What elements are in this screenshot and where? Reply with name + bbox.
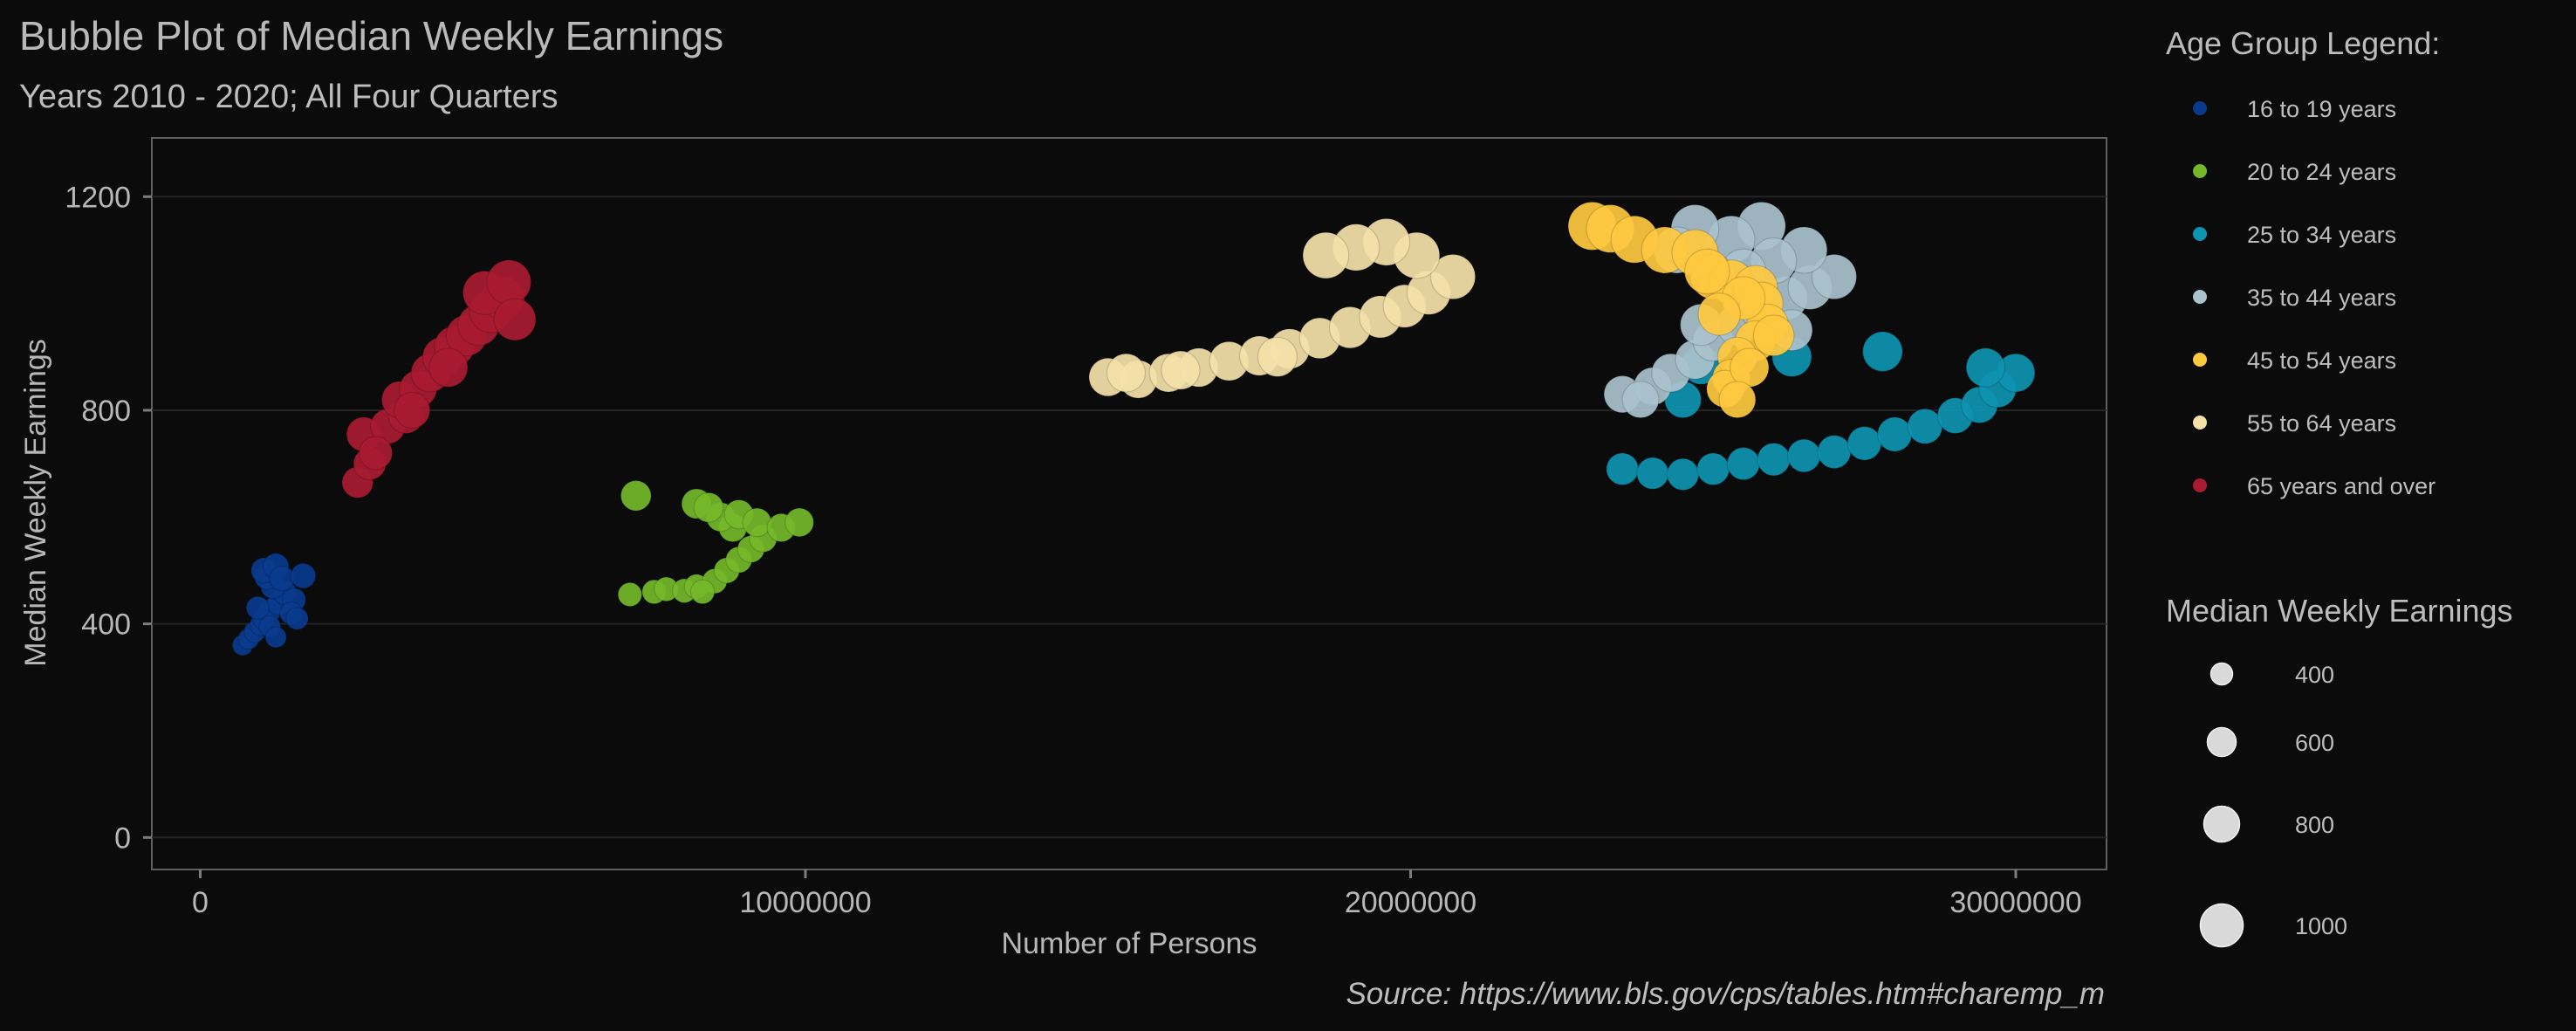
- bubble-point: [245, 595, 271, 620]
- bubble-point: [1257, 336, 1298, 377]
- bubble-point: [486, 259, 532, 306]
- size-legend-bubble: [2209, 662, 2234, 686]
- bubble-point: [1811, 253, 1858, 300]
- bubble-point: [1718, 381, 1757, 419]
- bubble-point: [1621, 381, 1660, 419]
- bubble-point: [1846, 426, 1882, 461]
- bubble-point: [1606, 452, 1640, 486]
- legend-marker: [2193, 478, 2207, 492]
- bubble-point: [742, 507, 772, 538]
- bubble-point: [1636, 457, 1669, 490]
- chart-title: Bubble Plot of Median Weekly Earnings: [19, 13, 723, 58]
- legend-label: 45 to 54 years: [2247, 347, 2396, 374]
- size-legend-items: 400 600 800 1000: [2199, 662, 2347, 948]
- legend-marker: [2193, 101, 2207, 115]
- size-legend-bubble: [2206, 726, 2237, 758]
- x-axis-label: Number of Persons: [1002, 927, 1257, 960]
- bubble-point: [1877, 416, 1913, 452]
- plot-area: 0 10000000 20000000 30000000 0 400 800 1200: [65, 137, 2107, 919]
- legend-label: 20 to 24 years: [2247, 159, 2396, 185]
- size-legend-label: 1000: [2295, 913, 2347, 939]
- bubble-point: [620, 479, 652, 512]
- x-tick-label: 0: [192, 886, 209, 919]
- legend-label: 16 to 19 years: [2247, 96, 2396, 122]
- bubble-point: [1429, 253, 1476, 300]
- legend-marker: [2193, 290, 2207, 304]
- legend-label: 35 to 44 years: [2247, 285, 2396, 311]
- bubble-point: [1106, 353, 1147, 393]
- bubble-point: [493, 298, 537, 341]
- bubble-point: [617, 581, 643, 608]
- x-tick-label: 30000000: [1949, 886, 2081, 919]
- y-tick-label: 0: [114, 821, 131, 855]
- legend-label: 25 to 34 years: [2247, 222, 2396, 248]
- bubble-point: [1302, 231, 1350, 279]
- size-legend-title: Median Weekly Earnings: [2166, 593, 2513, 629]
- x-tick-label: 20000000: [1345, 886, 1476, 919]
- legend-marker: [2193, 416, 2207, 430]
- bubble-point: [290, 562, 317, 589]
- bubble-layer: [231, 201, 2036, 656]
- y-tick-label: 800: [81, 395, 131, 428]
- legend-marker: [2193, 164, 2207, 178]
- legend-items: 16 to 19 years 20 to 24 years 25 to 34 yea…: [2193, 96, 2436, 499]
- legend-label: 65 years and over: [2247, 473, 2436, 499]
- y-tick-label: 1200: [65, 181, 131, 214]
- bubble-point: [689, 579, 716, 605]
- grid-lines: [152, 196, 2107, 839]
- bubble-point: [1697, 292, 1741, 336]
- legend-title: Age Group Legend:: [2166, 25, 2440, 61]
- bubble-point: [693, 491, 724, 523]
- legend-marker: [2193, 227, 2207, 241]
- bubble-point: [1666, 457, 1700, 491]
- bubble-point: [1817, 435, 1852, 470]
- chart-subtitle: Years 2010 - 2020; All Four Quarters: [19, 79, 558, 115]
- y-axis-label: Median Weekly Earnings: [19, 339, 52, 666]
- age-group-legend: Age Group Legend: 16 to 19 years 20 to 24…: [2166, 25, 2440, 499]
- bubble-point: [1726, 447, 1761, 481]
- size-legend-label: 600: [2295, 730, 2334, 756]
- bubble-point: [1161, 350, 1201, 390]
- size-legend: Median Weekly Earnings 400 600 800 1000: [2166, 593, 2513, 948]
- bubble-point: [394, 391, 431, 430]
- bubble-point: [428, 347, 469, 388]
- bubble-point: [1965, 347, 2006, 388]
- size-legend-bubble: [2199, 903, 2244, 948]
- bubble-point: [264, 626, 287, 649]
- legend-label: 55 to 64 years: [2247, 410, 2396, 436]
- bubble-point: [1786, 438, 1821, 473]
- x-tick-label: 10000000: [739, 886, 871, 919]
- size-legend-label: 800: [2295, 812, 2334, 838]
- x-axis-ticks: 0 10000000 20000000 30000000: [192, 869, 2082, 919]
- source-note: Source: https://www.bls.gov/cps/tables.h…: [1346, 977, 2105, 1011]
- bubble-point: [359, 436, 394, 471]
- size-legend-bubble: [2203, 805, 2241, 843]
- bubble-point: [1696, 452, 1730, 486]
- y-axis-ticks: 0 400 800 1200: [65, 181, 152, 855]
- bubble-point: [1862, 331, 1903, 372]
- bubble-point: [1683, 248, 1730, 295]
- bubble-point: [285, 607, 309, 630]
- size-legend-label: 400: [2295, 662, 2334, 688]
- bubble-point: [784, 507, 814, 538]
- bubble-point: [1757, 442, 1791, 477]
- bubble-point: [1752, 314, 1795, 357]
- legend-marker: [2193, 353, 2207, 367]
- y-tick-label: 400: [81, 608, 131, 642]
